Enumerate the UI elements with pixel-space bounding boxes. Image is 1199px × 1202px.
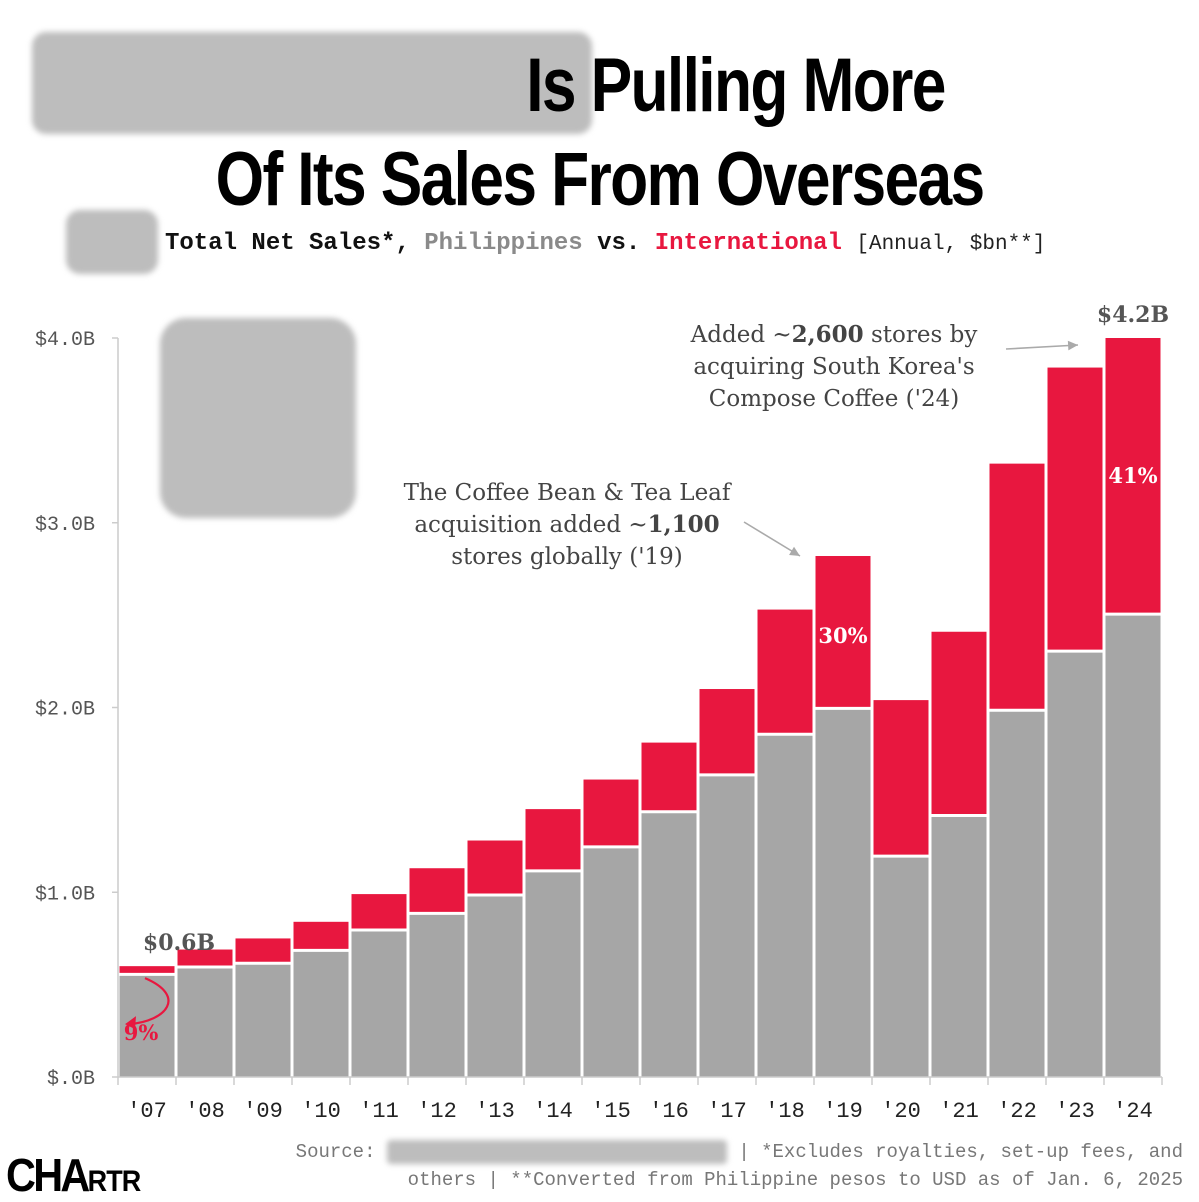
x-tick-label: '20	[881, 1099, 921, 1124]
source-note: Source: | *Excludes royalties, set-up fe…	[296, 1138, 1183, 1194]
bar-international	[989, 463, 1045, 710]
annotation-line: Added ~2,600 stores by	[690, 321, 978, 348]
bar-philippines	[525, 871, 581, 1077]
bar-philippines	[641, 812, 697, 1077]
subtitle-philippines-label: Philippines	[424, 230, 583, 257]
bar-international	[177, 949, 233, 966]
x-tick-label: '07	[127, 1099, 167, 1124]
bar-international	[1047, 367, 1103, 651]
redacted-source-name	[386, 1139, 727, 1164]
bar-international	[1105, 338, 1161, 614]
bar-philippines	[873, 857, 929, 1077]
source-line-2: others | **Converted from Philippine pes…	[407, 1169, 1183, 1191]
y-tick-label: $3.0B	[35, 514, 95, 537]
x-tick-label: '22	[997, 1099, 1037, 1124]
y-tick-label: $2.0B	[35, 699, 95, 722]
x-tick-label: '09	[243, 1099, 283, 1124]
stacked-bar-chart: $.0B $1.0B $2.0B $3.0B $4.0B '07 '08 '09 '10 '11 '…	[35, 302, 1169, 1124]
bar-philippines	[699, 775, 755, 1077]
subtitle-vs-label: vs.	[597, 230, 641, 257]
annotation-arrow-line	[743, 521, 801, 557]
share-pointer-arrow	[128, 977, 170, 1026]
x-tick-label: '14	[533, 1099, 573, 1124]
annotation-arrowhead	[789, 546, 800, 556]
bar-international	[467, 840, 523, 894]
bar-international	[293, 921, 349, 950]
bar-international	[351, 894, 407, 930]
annotation-arrow-line	[1005, 344, 1079, 350]
y-tick-label: $.0B	[47, 1068, 95, 1091]
annotation-arrowhead	[1067, 340, 1078, 351]
x-tick-label: '16	[649, 1099, 689, 1124]
bar-international	[641, 742, 697, 811]
total-value-label: $0.6B	[143, 930, 215, 956]
bar-international	[873, 700, 929, 856]
chart-title-line-2: Of Its Sales From Overseas	[215, 137, 986, 222]
bar-philippines	[235, 964, 291, 1077]
international-share-label: 30%	[818, 623, 867, 648]
chart-title-line-1: Is Pulling More	[526, 43, 946, 128]
source-line-1: Source: | *Excludes royalties, set-up fe…	[295, 1139, 1183, 1164]
bar-philippines	[177, 967, 233, 1077]
annotation-line: acquisition added ~1,100	[414, 511, 719, 538]
annotation-line: Compose Coffee ('24)	[709, 386, 959, 412]
bar-philippines	[1047, 652, 1103, 1077]
bar-international	[525, 809, 581, 870]
subtitle-units-note: [Annual, $bn**]	[856, 233, 1046, 256]
x-tick-label: '10	[301, 1099, 341, 1124]
total-value-label: $4.2B	[1097, 302, 1169, 328]
x-tick-label: '12	[417, 1099, 457, 1124]
subtitle-international-label: International	[654, 230, 842, 257]
bar-international	[583, 779, 639, 846]
x-tick-label: '19	[823, 1099, 863, 1124]
bar-philippines	[467, 895, 523, 1077]
bar-international	[235, 938, 291, 963]
bar-philippines	[583, 847, 639, 1077]
y-tick-label: $1.0B	[35, 883, 95, 906]
bar-international	[815, 556, 871, 708]
x-tick-label: '11	[359, 1099, 399, 1124]
bar-philippines	[293, 951, 349, 1077]
redacted-company-prefix	[66, 210, 158, 274]
annotation-line: The Coffee Bean & Tea Leaf	[404, 480, 732, 506]
x-tick-label: '21	[939, 1099, 979, 1124]
subtitle-total-label: Total Net Sales*,	[165, 230, 410, 257]
annotation-line: acquiring South Korea's	[693, 354, 974, 380]
chart-subtitle: Total Net Sales*, Philippines vs. Intern…	[165, 230, 1045, 257]
bar-international	[931, 631, 987, 815]
x-tick-label: '13	[475, 1099, 515, 1124]
bar-international	[119, 966, 175, 974]
share-pointer-arrowhead	[125, 1016, 136, 1030]
annotation-line: stores globally ('19)	[451, 544, 683, 570]
bar-international	[757, 609, 813, 734]
x-tick-label: '24	[1113, 1099, 1153, 1124]
redacted-company-logo	[160, 318, 356, 518]
bar-philippines	[931, 816, 987, 1077]
x-tick-label: '17	[707, 1099, 747, 1124]
redacted-company-name	[32, 32, 592, 134]
bar-philippines	[815, 709, 871, 1077]
chartr-logo: CHARTR	[6, 1149, 141, 1201]
bar-international	[409, 868, 465, 913]
y-tick-label: $4.0B	[35, 329, 95, 352]
bar-international	[699, 689, 755, 774]
x-tick-label: '15	[591, 1099, 631, 1124]
bar-philippines	[409, 914, 465, 1077]
x-tick-label: '08	[185, 1099, 225, 1124]
x-tick-label: '18	[765, 1099, 805, 1124]
bar-philippines	[989, 711, 1045, 1077]
bar-philippines	[1105, 615, 1161, 1077]
bar-philippines	[757, 735, 813, 1077]
international-share-label: 41%	[1108, 463, 1157, 488]
bar-philippines	[351, 931, 407, 1077]
x-tick-label: '23	[1055, 1099, 1095, 1124]
